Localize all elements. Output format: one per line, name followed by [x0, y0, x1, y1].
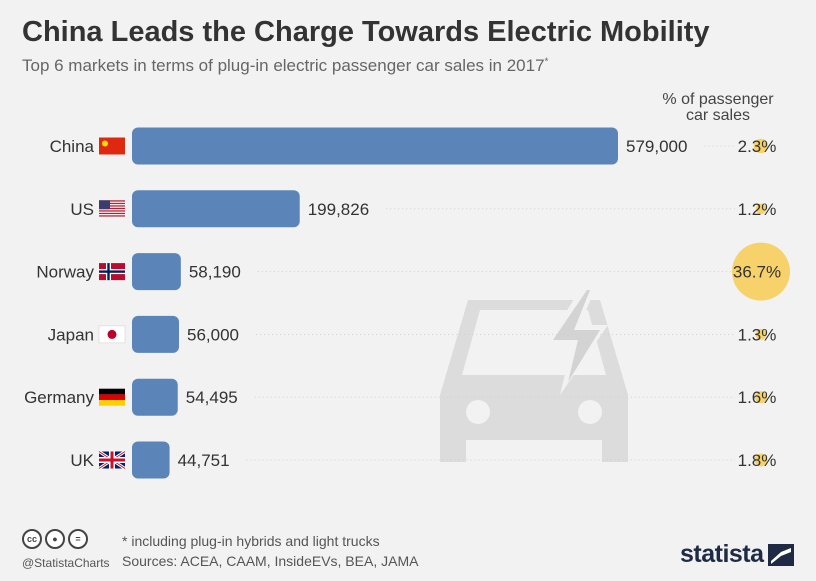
us-flag-canton	[99, 200, 110, 210]
norway-flag-cross	[99, 270, 125, 273]
sales-bar	[132, 127, 618, 165]
nd-icon: =	[68, 529, 88, 549]
share-bubble	[755, 328, 767, 340]
share-label: 1.3%	[738, 325, 777, 344]
country-label: Germany	[24, 388, 94, 407]
share-label: 36.7%	[733, 263, 781, 282]
sales-bar	[132, 315, 180, 353]
country-label: Norway	[36, 263, 94, 282]
subtitle-footnote-mark: *	[544, 56, 549, 68]
us-flag-stripe	[99, 200, 125, 202]
by-icon: ●	[45, 529, 65, 549]
share-header-line1: % of passenger	[662, 91, 774, 108]
us-flag-stripe	[99, 215, 125, 217]
share-label: 1.6%	[738, 388, 777, 407]
sales-bar	[132, 190, 300, 228]
bar-row: UK 44,751 1.8%	[70, 441, 777, 479]
us-flag-stripe	[99, 210, 125, 212]
bar-row: US 199,826 1.2%	[70, 190, 777, 228]
country-label: UK	[70, 451, 94, 470]
germany-flag-stripe	[99, 400, 125, 406]
statista-logo: statista	[680, 540, 794, 569]
cc-icon: cc	[22, 529, 42, 549]
share-bubble	[754, 453, 768, 467]
chart-title: China Leads the Charge Towards Electric …	[22, 16, 710, 48]
share-header-line2: car sales	[685, 107, 751, 124]
sales-bar	[132, 441, 170, 479]
share-column-header: % of passenger car sales	[662, 92, 774, 124]
china-flag-star	[102, 140, 108, 147]
country-label: US	[70, 200, 94, 219]
statista-logo-icon	[767, 543, 794, 566]
value-label: 54,495	[186, 388, 238, 407]
us-flag-stripe	[99, 207, 125, 210]
footnote: * including plug-in hybrids and light tr…	[122, 533, 380, 549]
share-bubble	[753, 138, 769, 154]
germany-flag-stripe	[99, 394, 125, 401]
country-label: China	[50, 137, 95, 156]
bar-row: Norway 58,190 36.7%	[36, 242, 790, 301]
subtitle-text: Top 6 markets in terms of plug-in electr…	[22, 56, 545, 75]
germany-flag-icon	[99, 388, 125, 395]
us-flag-stripe	[99, 202, 125, 205]
bar-row: Japan 56,000 1.3%	[48, 315, 777, 353]
value-label: 579,000	[626, 137, 687, 156]
japan-flag-sun	[107, 329, 117, 339]
bar-row: China 579,000 2.3%	[50, 127, 777, 165]
uk-flag-cross	[99, 458, 125, 462]
share-bubble	[755, 203, 767, 215]
statista-logo-text: statista	[680, 540, 764, 568]
share-label: 1.8%	[738, 451, 777, 470]
sales-bar	[132, 378, 178, 416]
sales-bar	[132, 253, 181, 291]
statista-handle: @StatistaCharts	[22, 556, 110, 570]
sources: Sources: ACEA, CAAM, InsideEVs, BEA, JAM…	[122, 553, 419, 569]
share-label: 1.2%	[738, 200, 777, 219]
value-label: 44,751	[178, 451, 230, 470]
country-label: Japan	[48, 325, 94, 344]
chart-rows: China 579,000 2.3% US 199,826 1.2% Norway 58,19…	[24, 127, 790, 479]
share-label: 2.3%	[738, 137, 777, 156]
bar-row: Germany 54,495 1.6%	[24, 378, 777, 416]
license-icons: cc ● =	[22, 529, 88, 549]
value-label: 199,826	[308, 200, 369, 219]
share-bubble	[732, 242, 790, 301]
electric-car-icon	[440, 282, 628, 462]
chart-subtitle: Top 6 markets in terms of plug-in electr…	[22, 56, 548, 76]
value-label: 56,000	[187, 325, 239, 344]
us-flag-stripe	[99, 212, 125, 215]
share-bubble	[754, 391, 768, 404]
value-label: 58,190	[189, 263, 241, 282]
china-flag-icon	[99, 137, 125, 155]
us-flag-stripe	[99, 205, 125, 207]
